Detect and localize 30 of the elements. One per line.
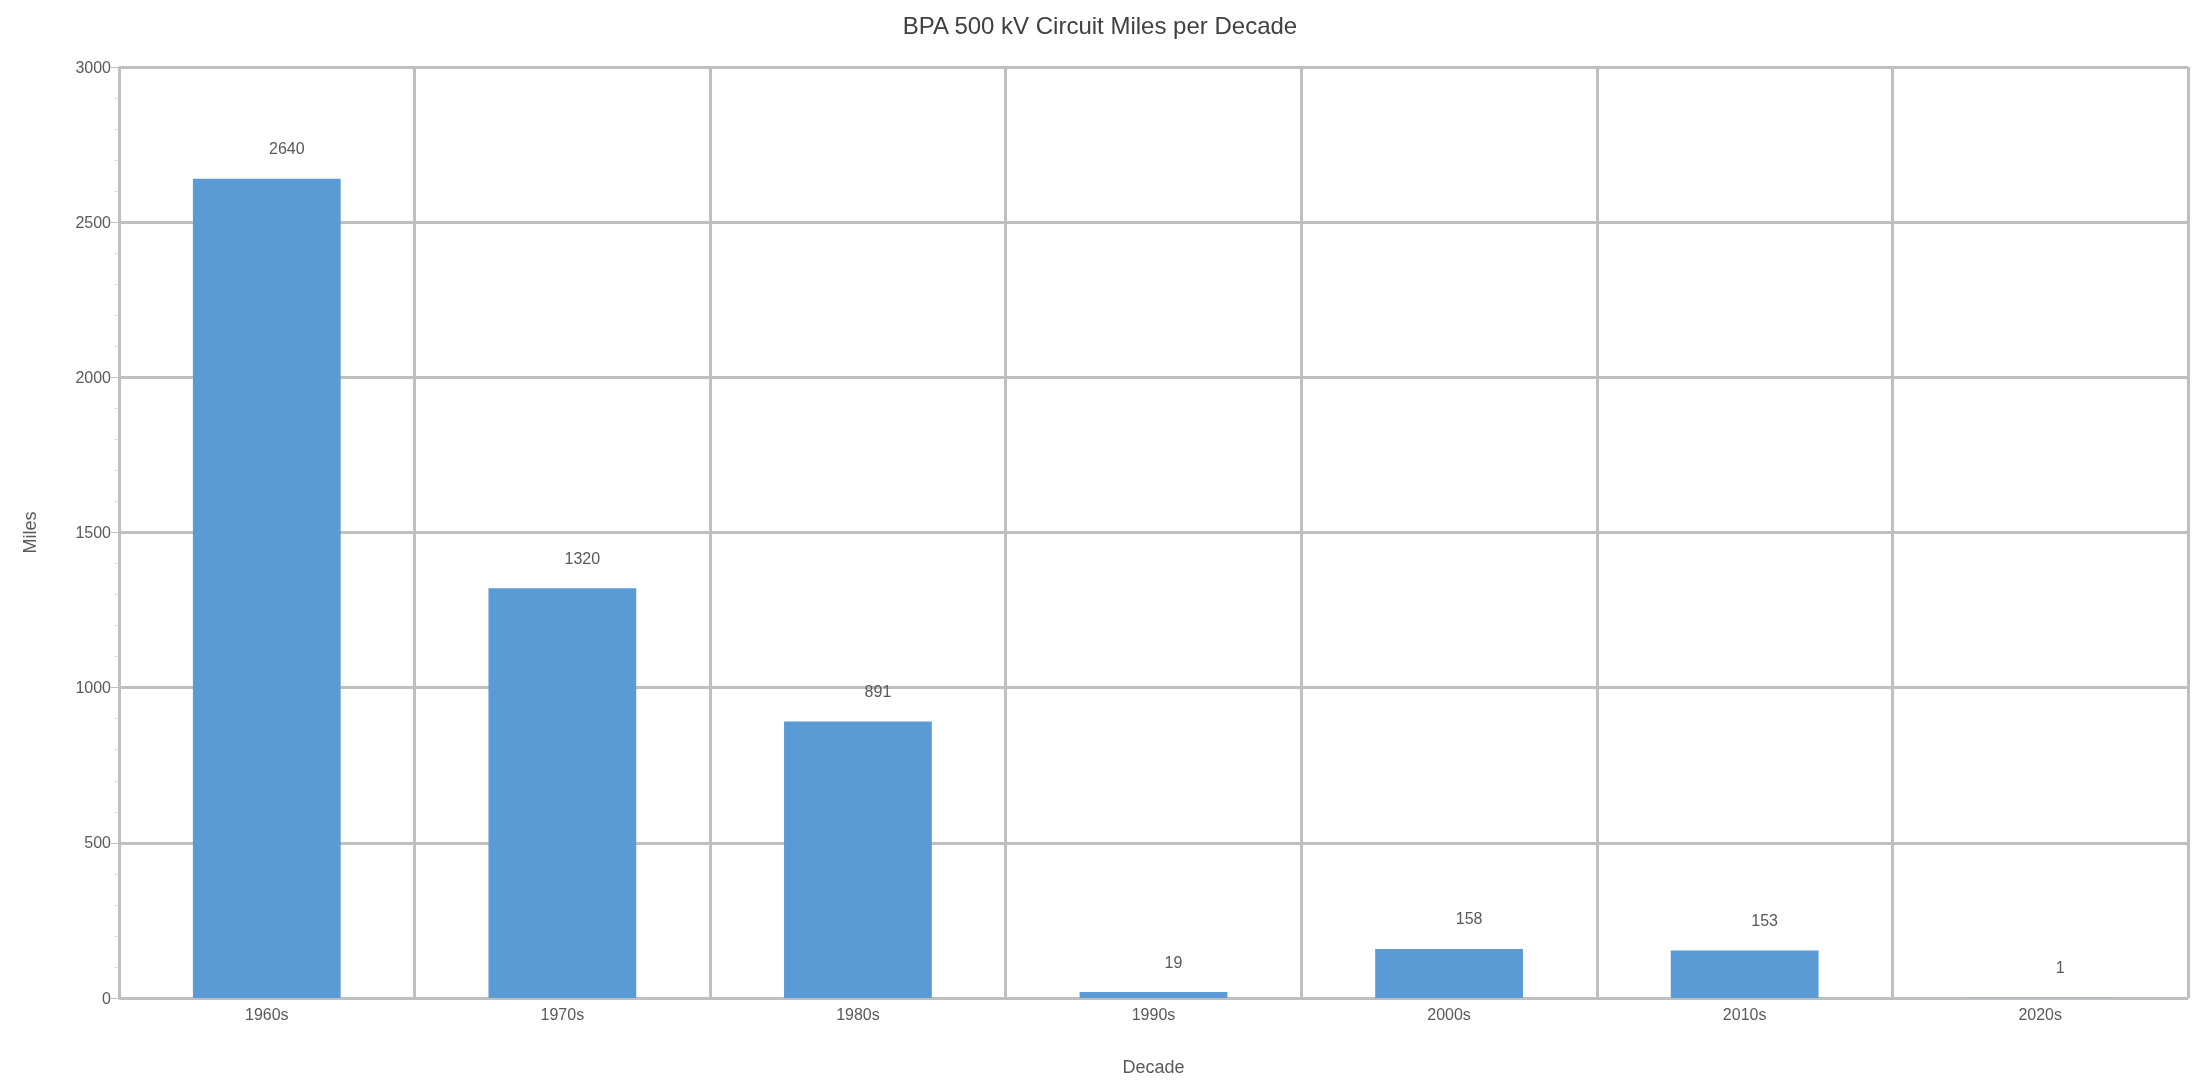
data-label: 1320 [564, 549, 601, 567]
x-tick-label: 1970s [540, 1005, 585, 1023]
data-label: 153 [1751, 912, 1779, 930]
bar [192, 178, 341, 998]
x-tick-label: 2010s [1722, 1005, 1767, 1023]
bar [1670, 950, 1819, 998]
data-label: 2640 [268, 140, 305, 158]
y-tick-label: 2500 [75, 213, 112, 231]
chart-title: BPA 500 kV Circuit Miles per Decade [902, 11, 1298, 39]
bar [784, 721, 932, 998]
data-label: 891 [864, 682, 892, 700]
data-label: 1 [2055, 959, 2065, 977]
x-tick-label: 1980s [836, 1005, 880, 1023]
bar [1375, 948, 1523, 998]
y-tick-label: 500 [84, 834, 112, 852]
x-tick-label: 1990s [1131, 1005, 1176, 1023]
y-axis-title: Miles [20, 511, 40, 554]
y-tick-label: 3000 [75, 58, 112, 76]
x-tick-label: 1960s [244, 1005, 289, 1023]
x-axis-title: Decade [1122, 1057, 1185, 1077]
x-tick-label: 2020s [2018, 1005, 2063, 1023]
x-tick-label: 2000s [1427, 1005, 1471, 1023]
y-tick-label: 2000 [75, 368, 112, 386]
y-tick-label: 1000 [75, 679, 112, 697]
bar [488, 588, 637, 998]
data-label: 158 [1455, 910, 1483, 928]
y-tick-label: 1500 [75, 524, 112, 541]
bar [1079, 992, 1228, 998]
y-tick-label: 0 [102, 989, 112, 1007]
data-label: 19 [1164, 953, 1183, 971]
